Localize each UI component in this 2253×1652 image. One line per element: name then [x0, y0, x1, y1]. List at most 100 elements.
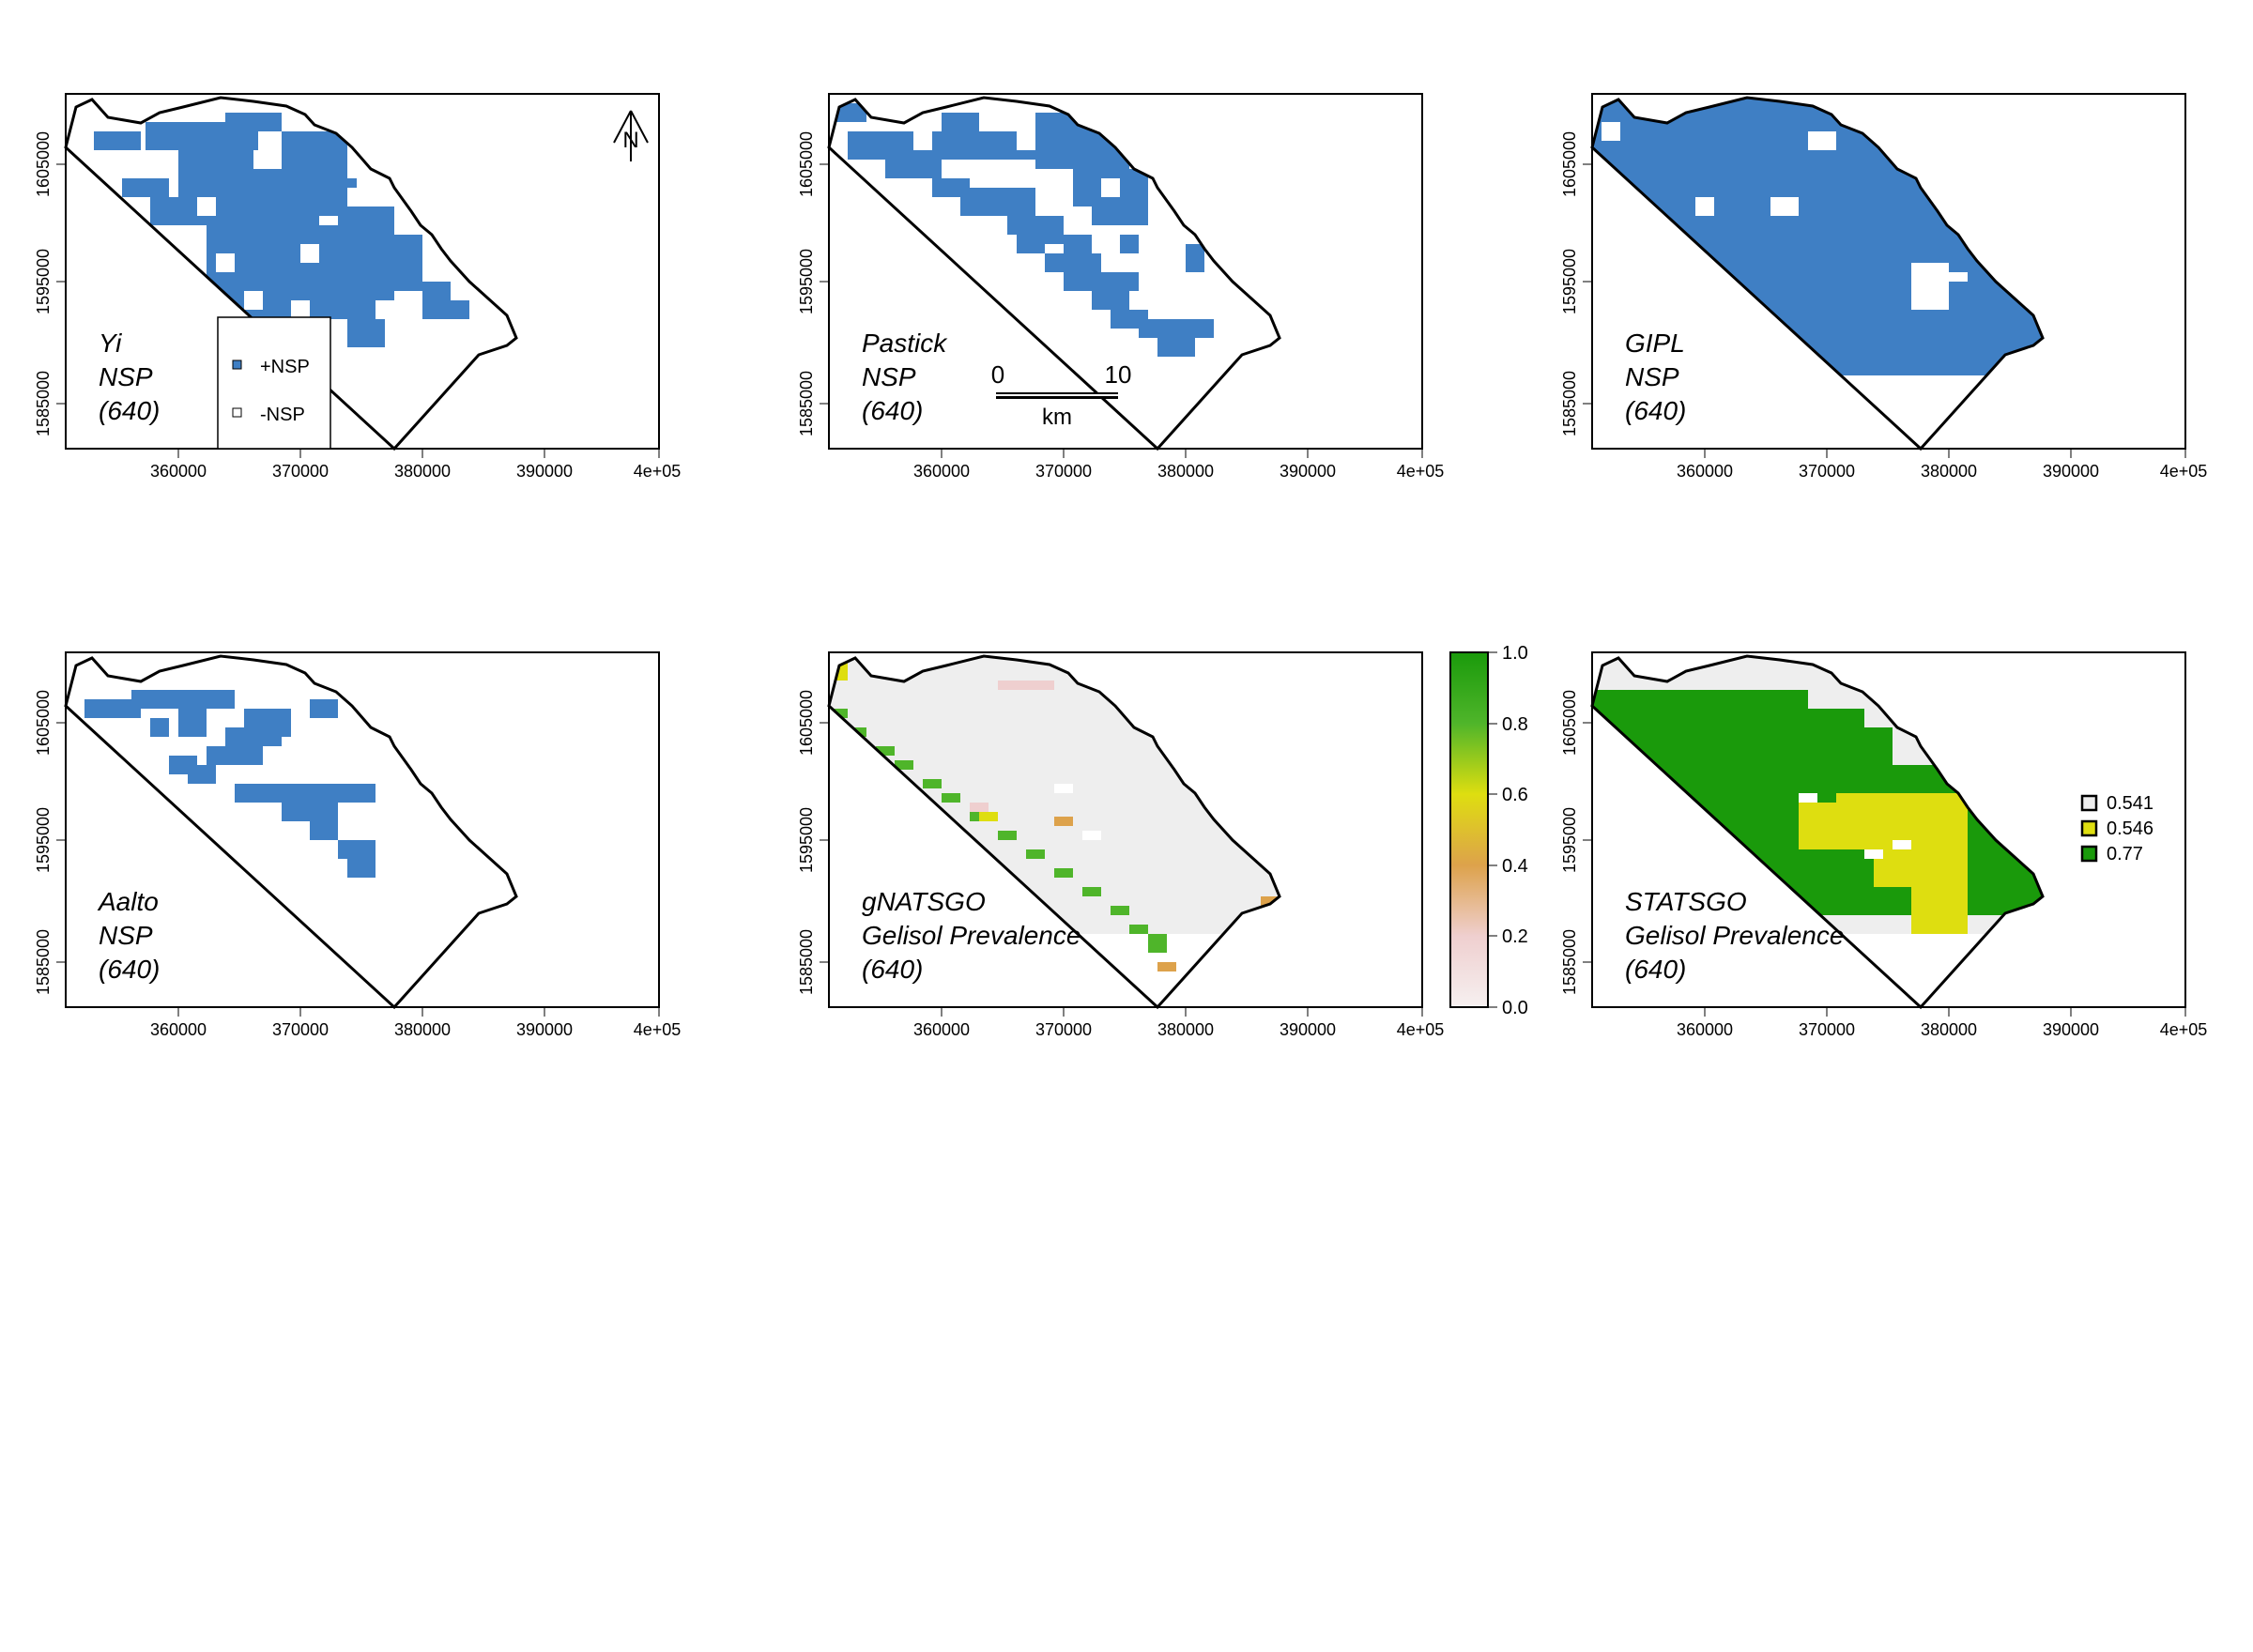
- x-tick-label: 4e+05: [634, 462, 682, 481]
- y-tick-label: 1605000: [1560, 690, 1579, 756]
- x-tick-label: 360000: [1677, 462, 1733, 481]
- x-tick-label: 390000: [1280, 462, 1336, 481]
- x-tick-label: 4e+05: [634, 1020, 682, 1039]
- y-axis-gipl: 1585000 1595000 1605000: [1560, 131, 1592, 436]
- x-tick-label: 360000: [150, 1020, 207, 1039]
- nsp-raster-yi: [94, 113, 469, 347]
- x-axis-yi: 360000 370000 380000 390000 4e+05: [66, 448, 682, 481]
- north-label: N: [622, 128, 638, 153]
- panel-aalto: 360000 370000 380000 390000 4e+05 158500…: [34, 651, 681, 1039]
- x-axis-gnatsgo: 360000 370000 380000 390000 4e+05: [913, 1007, 1444, 1039]
- panel-title: GIPL: [1625, 329, 1685, 358]
- colorbar-tick: 0.2: [1502, 926, 1528, 947]
- legend-swatch-positive: [232, 359, 242, 370]
- legend-label-077: 0.77: [2107, 844, 2143, 864]
- y-tick-label: 1605000: [797, 131, 816, 197]
- y-tick-label: 1605000: [1560, 131, 1579, 197]
- legend-label-positive: +NSP: [260, 357, 310, 377]
- boundary-pastick: [827, 96, 1281, 451]
- y-tick-label: 1585000: [1560, 371, 1579, 436]
- x-tick-label: 380000: [1157, 462, 1214, 481]
- colorbar-tick: 0.6: [1502, 785, 1528, 805]
- y-tick-label: 1595000: [1560, 249, 1579, 314]
- panel-title: Pastick: [862, 329, 948, 358]
- y-axis-aalto: 1585000 1595000 1605000: [34, 690, 66, 995]
- panel-subtitle: NSP: [1625, 362, 1679, 391]
- x-tick-label: 380000: [1921, 1020, 1977, 1039]
- legend-swatch-0546: [2080, 819, 2098, 837]
- panel-statsgo: 360000 370000 380000 390000 4e+05 158500…: [1560, 651, 2208, 1039]
- y-tick-label: 1605000: [797, 690, 816, 756]
- nsp-raster-pastick: [829, 103, 1214, 357]
- panel-subtitle: NSP: [99, 921, 153, 950]
- panel-subtitle: NSP: [99, 362, 153, 391]
- panel-label-pastick: Pastick NSP (640): [862, 329, 948, 425]
- panel-label-gipl: GIPL NSP (640): [1625, 329, 1686, 425]
- colorbar-tick: 0.8: [1502, 714, 1528, 735]
- x-tick-label: 360000: [1677, 1020, 1733, 1039]
- x-tick-label: 380000: [394, 462, 451, 481]
- y-axis-yi: 1585000 1595000 1605000: [34, 94, 67, 449]
- panel-label-yi: Yi NSP (640): [99, 329, 160, 425]
- y-tick-label: 1605000: [34, 690, 53, 756]
- y-axis-statsgo: 1585000 1595000 1605000: [1560, 690, 1592, 995]
- y-tick-label: 1585000: [797, 371, 816, 436]
- x-tick-label: 360000: [913, 462, 970, 481]
- y-tick-label: 1595000: [797, 249, 816, 314]
- panel-subtitle: Gelisol Prevalence: [1625, 921, 1844, 950]
- x-axis-aalto: 360000 370000 380000 390000 4e+05: [150, 1007, 681, 1039]
- panel-count: (640): [99, 396, 160, 425]
- x-tick-label: 360000: [913, 1020, 970, 1039]
- x-tick-label: 370000: [1035, 1020, 1092, 1039]
- x-tick-label: 390000: [516, 1020, 573, 1039]
- colorbar-tick: 0.0: [1502, 998, 1528, 1018]
- y-tick-label: 1595000: [34, 249, 53, 314]
- panel-title: STATSGO: [1625, 887, 1747, 916]
- colorbar-tick: 0.4: [1502, 856, 1528, 877]
- y-tick-label: 1585000: [797, 929, 816, 995]
- y-tick-label: 1585000: [34, 929, 53, 995]
- boundary-aalto: [64, 654, 518, 1010]
- x-tick-label: 360000: [150, 462, 207, 481]
- panel-yi: 360000 370000 380000 390000 4e+05 158500…: [34, 93, 682, 481]
- boundary-yi: [64, 96, 518, 451]
- x-tick-label: 4e+05: [1397, 462, 1445, 481]
- panel-count: (640): [862, 396, 923, 425]
- legend-swatch-077: [2080, 845, 2098, 863]
- colorbar-tick: 1.0: [1502, 643, 1528, 664]
- y-tick-label: 1585000: [1560, 929, 1579, 995]
- nsp-raster-aalto: [84, 690, 376, 878]
- x-tick-label: 390000: [2043, 1020, 2099, 1039]
- x-tick-label: 4e+05: [2160, 462, 2208, 481]
- y-tick-label: 1595000: [1560, 807, 1579, 873]
- x-tick-label: 390000: [1280, 1020, 1336, 1039]
- north-arrow-icon: N: [613, 110, 649, 161]
- scale-start: 0: [991, 360, 1004, 389]
- x-axis-gipl: 360000 370000 380000 390000 4e+05: [1677, 449, 2207, 481]
- x-tick-label: 380000: [1157, 1020, 1214, 1039]
- x-axis-pastick: 360000 370000 380000 390000 4e+05: [913, 449, 1444, 481]
- x-tick-label: 370000: [272, 1020, 329, 1039]
- panel-label-gnatsgo: gNATSGO Gelisol Prevalence (640): [862, 887, 1081, 984]
- panel-count: (640): [1625, 955, 1686, 984]
- panel-title: gNATSGO: [862, 887, 986, 916]
- scale-bar: 0 10 km: [991, 360, 1132, 430]
- legend-label-0541: 0.541: [2107, 793, 2153, 814]
- panel-count: (640): [862, 955, 923, 984]
- panel-gnatsgo: 360000 370000 380000 390000 4e+05 158500…: [797, 651, 1444, 1039]
- panel-label-aalto: Aalto NSP (640): [97, 887, 160, 984]
- statsgo-legend: 0.541 0.546 0.77: [2080, 793, 2153, 864]
- legend-label-negative: -NSP: [260, 405, 305, 425]
- x-tick-label: 4e+05: [2160, 1020, 2208, 1039]
- nsp-legend: +NSP -NSP: [217, 316, 331, 450]
- panel-subtitle: NSP: [862, 362, 916, 391]
- x-tick-label: 390000: [2043, 462, 2099, 481]
- scale-unit: km: [1042, 405, 1072, 430]
- panel-label-statsgo: STATSGO Gelisol Prevalence (640): [1625, 887, 1844, 984]
- boundary-gnatsgo: [827, 654, 1281, 1010]
- x-tick-label: 380000: [394, 1020, 451, 1039]
- legend-swatch-0541: [2080, 794, 2098, 812]
- scale-end: 10: [1105, 360, 1132, 389]
- panel-count: (640): [99, 955, 160, 984]
